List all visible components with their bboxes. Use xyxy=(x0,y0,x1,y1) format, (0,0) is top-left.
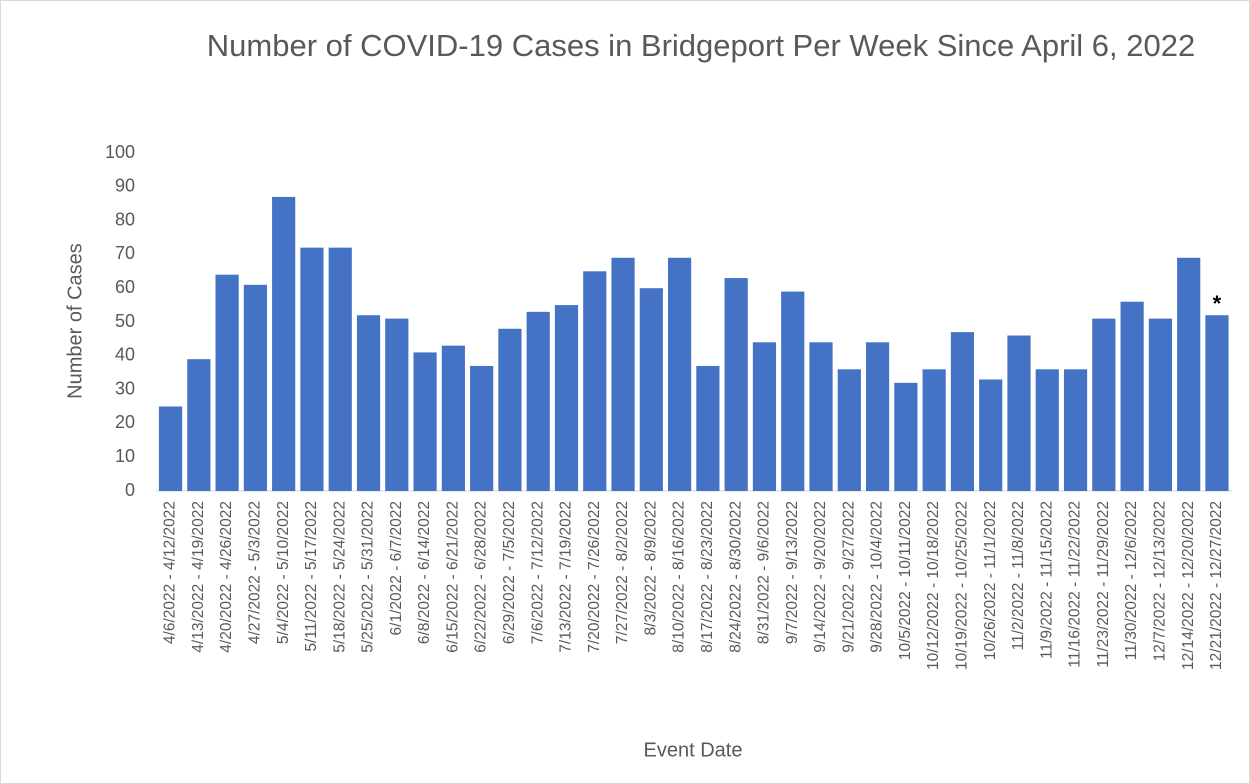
bar xyxy=(1092,318,1116,491)
x-tick-label: 10/12/2022 - 10/18/2022 xyxy=(925,501,942,670)
x-tick-label: 12/21/2022 - 12/27/2022 xyxy=(1208,501,1225,670)
x-tick-label: 11/30/2022 - 12/6/2022 xyxy=(1123,501,1140,660)
bar xyxy=(441,345,465,491)
bar xyxy=(979,379,1003,491)
bar xyxy=(611,257,635,491)
bar xyxy=(498,328,522,491)
x-tick-label: 4/27/2022 - 5/3/2022 xyxy=(246,501,263,644)
y-tick-label: 10 xyxy=(115,446,135,466)
y-tick-label: 60 xyxy=(115,277,135,297)
x-tick-label: 7/20/2022 - 7/26/2022 xyxy=(586,501,603,653)
bar xyxy=(187,359,211,491)
bar xyxy=(1205,315,1229,491)
x-tick-label: 8/10/2022 - 8/16/2022 xyxy=(671,501,688,653)
bar xyxy=(894,382,918,491)
x-tick-label: 11/16/2022 - 11/22/2022 xyxy=(1067,501,1084,668)
bar xyxy=(724,278,748,491)
y-tick-label: 30 xyxy=(115,378,135,398)
x-tick-label: 7/6/2022 - 7/12/2022 xyxy=(529,501,546,644)
x-tick-label: 7/27/2022 - 8/2/2022 xyxy=(614,501,631,644)
bar xyxy=(752,342,777,491)
x-tick-label: 5/18/2022 - 5/24/2022 xyxy=(331,501,348,653)
x-tick-label: 9/28/2022 - 10/4/2022 xyxy=(869,501,886,653)
bar xyxy=(158,406,183,491)
x-tick-label: 8/17/2022 - 8/23/2022 xyxy=(699,501,716,653)
x-tick-label: 8/31/2022 - 9/6/2022 xyxy=(756,501,773,644)
x-tick-label: 6/22/2022 - 6/28/2022 xyxy=(473,501,490,653)
y-tick-label: 80 xyxy=(115,209,135,229)
bar xyxy=(950,332,975,491)
bar xyxy=(668,257,692,491)
y-tick-label: 40 xyxy=(115,345,135,365)
bar xyxy=(272,196,296,491)
y-tick-label: 90 xyxy=(115,176,135,196)
x-tick-label: 8/3/2022 - 8/9/2022 xyxy=(642,501,659,635)
x-tick-label: 6/8/2022 - 6/14/2022 xyxy=(416,501,433,644)
y-axis-label: Number of Cases xyxy=(64,243,86,399)
y-tick-label: 70 xyxy=(115,243,135,263)
y-tick-label: 20 xyxy=(115,412,135,432)
x-tick-label: 11/9/2022 - 11/15/2022 xyxy=(1038,501,1055,659)
x-tick-label: 6/15/2022 - 6/21/2022 xyxy=(444,501,461,653)
bar xyxy=(526,311,550,491)
y-tick-label: 50 xyxy=(115,311,135,331)
bar xyxy=(837,369,861,491)
bar xyxy=(356,315,381,491)
x-tick-label: 5/11/2022 - 5/17/2022 xyxy=(303,501,320,652)
bar xyxy=(639,288,663,491)
bar xyxy=(554,305,579,491)
bar xyxy=(328,247,352,491)
x-tick-label: 9/21/2022 - 9/27/2022 xyxy=(840,501,857,653)
x-tick-label: 6/29/2022 - 7/5/2022 xyxy=(501,501,518,644)
bar xyxy=(865,342,890,491)
y-tick-label: 100 xyxy=(105,142,135,162)
x-tick-label: 7/13/2022 - 7/19/2022 xyxy=(558,501,575,653)
bar xyxy=(243,284,267,491)
x-tick-label: 4/13/2022 - 4/19/2022 xyxy=(190,501,207,653)
bar xyxy=(413,352,437,491)
x-axis-label: Event Date xyxy=(644,739,743,761)
x-tick-label: 10/19/2022 - 10/25/2022 xyxy=(954,501,971,670)
x-tick-label: 11/23/2022 - 11/29/2022 xyxy=(1095,501,1112,668)
x-tick-label: 5/25/2022 - 5/31/2022 xyxy=(360,501,377,653)
x-tick-label: 11/2/2022 - 11/8/2022 xyxy=(1010,501,1027,650)
x-tick-label: 4/6/2022 - 4/12/2022 xyxy=(162,501,179,644)
x-tick-label: 8/24/2022 - 8/30/2022 xyxy=(727,501,744,653)
x-tick-label: 5/4/2022 - 5/10/2022 xyxy=(275,501,292,644)
bar xyxy=(781,291,805,491)
x-tick-label: 9/7/2022 - 9/13/2022 xyxy=(784,501,801,644)
x-tick-label: 6/1/2022 - 6/7/2022 xyxy=(388,501,405,635)
x-tick-label: 10/5/2022 - 10/11/2022 xyxy=(897,501,914,660)
bar xyxy=(1177,257,1201,491)
bar xyxy=(696,365,720,491)
bar xyxy=(1148,318,1172,491)
bar xyxy=(470,365,494,491)
bar xyxy=(1035,369,1059,491)
x-tick-label: 9/14/2022 - 9/20/2022 xyxy=(812,501,829,653)
x-tick-label: 12/14/2022 - 12/20/2022 xyxy=(1180,501,1197,670)
bar xyxy=(809,342,833,491)
bar xyxy=(922,369,946,491)
bar xyxy=(300,247,324,491)
bar xyxy=(385,318,409,491)
bar xyxy=(215,274,239,491)
chart-title: Number of COVID-19 Cases in Bridgeport P… xyxy=(206,28,1196,63)
y-tick-label: 0 xyxy=(125,480,135,500)
bar xyxy=(1007,335,1031,491)
x-tick-label: 12/7/2022 - 12/13/2022 xyxy=(1151,501,1168,661)
bar xyxy=(1063,369,1088,491)
bar xyxy=(1120,301,1144,491)
bar xyxy=(583,271,607,491)
x-tick-label: 10/26/2022 - 11/1/2022 xyxy=(982,501,999,660)
annotation: * xyxy=(1213,291,1222,316)
x-tick-label: 4/20/2022 - 4/26/2022 xyxy=(218,501,235,653)
